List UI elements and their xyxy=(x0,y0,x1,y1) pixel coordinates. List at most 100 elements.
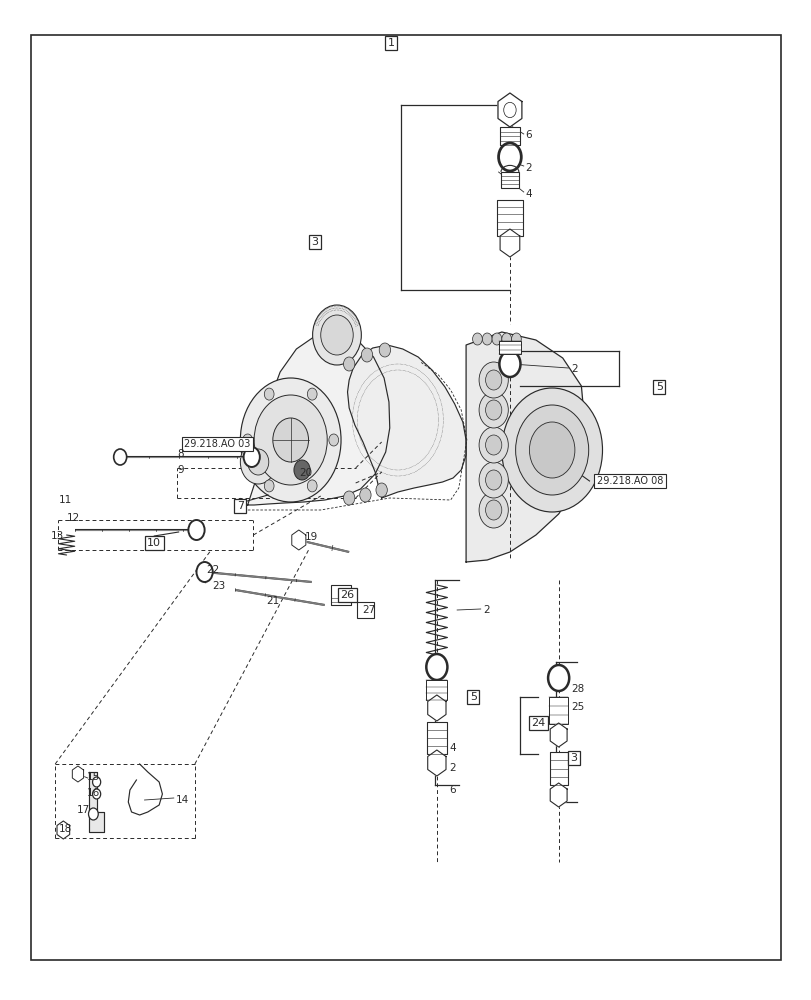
Text: 7: 7 xyxy=(237,501,243,511)
Bar xyxy=(331,585,350,605)
Bar xyxy=(427,722,446,754)
Circle shape xyxy=(188,520,204,540)
Bar xyxy=(357,602,373,618)
Circle shape xyxy=(240,440,276,484)
Text: 22: 22 xyxy=(206,565,219,575)
Circle shape xyxy=(478,427,508,463)
Text: 23: 23 xyxy=(212,581,225,591)
Circle shape xyxy=(478,392,508,428)
Circle shape xyxy=(482,333,491,345)
Text: 3: 3 xyxy=(311,237,318,247)
Text: 4: 4 xyxy=(448,743,455,753)
Circle shape xyxy=(328,434,338,446)
Circle shape xyxy=(196,562,212,582)
Polygon shape xyxy=(466,332,584,562)
Polygon shape xyxy=(347,345,466,498)
Circle shape xyxy=(515,405,588,495)
Circle shape xyxy=(529,422,574,478)
Polygon shape xyxy=(427,750,445,776)
Polygon shape xyxy=(57,821,70,839)
Text: 6: 6 xyxy=(525,130,531,140)
Circle shape xyxy=(343,357,354,371)
Circle shape xyxy=(379,343,390,357)
Text: 1: 1 xyxy=(388,38,394,48)
Circle shape xyxy=(485,400,501,420)
Circle shape xyxy=(485,500,501,520)
Bar xyxy=(549,752,567,785)
Bar xyxy=(426,680,447,700)
Text: 2: 2 xyxy=(483,605,489,615)
Text: 6: 6 xyxy=(448,785,455,795)
Circle shape xyxy=(320,315,353,355)
Circle shape xyxy=(272,418,308,462)
Polygon shape xyxy=(497,93,521,127)
Polygon shape xyxy=(550,783,566,807)
Circle shape xyxy=(312,305,361,365)
Text: 29.218.AO 03: 29.218.AO 03 xyxy=(184,439,251,449)
Text: 4: 4 xyxy=(525,189,531,199)
Circle shape xyxy=(247,449,268,475)
Bar xyxy=(500,172,518,188)
Text: 21: 21 xyxy=(266,596,279,606)
Text: 8: 8 xyxy=(177,449,183,459)
Circle shape xyxy=(511,333,521,345)
Text: 16: 16 xyxy=(87,788,100,798)
Circle shape xyxy=(240,378,341,502)
Circle shape xyxy=(264,388,274,400)
Polygon shape xyxy=(72,766,84,782)
Circle shape xyxy=(472,333,482,345)
Text: 20: 20 xyxy=(298,468,311,478)
Circle shape xyxy=(294,460,310,480)
Polygon shape xyxy=(550,723,566,747)
Circle shape xyxy=(426,654,447,680)
Circle shape xyxy=(485,370,501,390)
Text: 10: 10 xyxy=(147,538,161,548)
Text: 14: 14 xyxy=(175,795,188,805)
Circle shape xyxy=(264,480,273,492)
Text: 24: 24 xyxy=(530,718,545,728)
Circle shape xyxy=(498,143,521,171)
Polygon shape xyxy=(89,772,104,832)
Circle shape xyxy=(92,777,101,787)
Circle shape xyxy=(114,449,127,465)
Circle shape xyxy=(361,348,372,362)
Circle shape xyxy=(499,351,520,377)
Circle shape xyxy=(547,665,569,691)
Text: 5: 5 xyxy=(470,692,476,702)
Circle shape xyxy=(501,388,602,512)
Circle shape xyxy=(375,483,387,497)
Text: 29.218.AO 08: 29.218.AO 08 xyxy=(596,476,663,486)
Text: 19: 19 xyxy=(305,532,318,542)
Text: 25: 25 xyxy=(571,702,584,712)
Circle shape xyxy=(343,491,354,505)
Circle shape xyxy=(242,434,252,446)
Text: 28: 28 xyxy=(571,684,584,694)
Text: 15: 15 xyxy=(87,772,100,782)
Bar xyxy=(496,200,522,236)
Circle shape xyxy=(92,789,101,799)
Text: 12: 12 xyxy=(67,513,79,523)
Text: 27: 27 xyxy=(362,605,375,615)
Text: 17: 17 xyxy=(76,805,89,815)
Circle shape xyxy=(88,808,98,820)
Circle shape xyxy=(359,488,371,502)
Text: 2: 2 xyxy=(570,364,577,374)
Circle shape xyxy=(491,333,501,345)
Polygon shape xyxy=(500,229,519,257)
Circle shape xyxy=(307,480,316,492)
Circle shape xyxy=(307,388,317,400)
Bar xyxy=(548,697,568,724)
Bar xyxy=(498,341,521,354)
Bar xyxy=(500,127,519,145)
Polygon shape xyxy=(291,530,306,550)
Text: 9: 9 xyxy=(177,465,183,475)
Polygon shape xyxy=(427,695,445,721)
Circle shape xyxy=(254,395,327,485)
Text: 26: 26 xyxy=(340,590,354,600)
Circle shape xyxy=(478,492,508,528)
Text: 13: 13 xyxy=(51,531,64,541)
Text: 2: 2 xyxy=(525,163,531,173)
Text: 18: 18 xyxy=(59,824,72,834)
Text: 3: 3 xyxy=(570,753,577,763)
Polygon shape xyxy=(247,332,389,505)
